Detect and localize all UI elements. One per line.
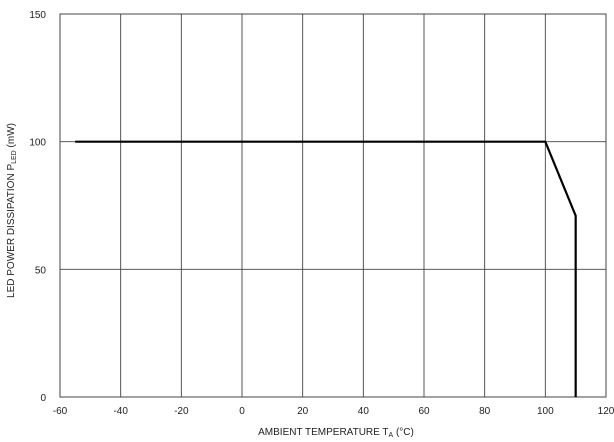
x-tick-label: -20 [174, 406, 189, 417]
x-tick-label: 100 [537, 406, 554, 417]
x-tick-label: -60 [53, 406, 68, 417]
x-tick-label: 0 [239, 406, 245, 417]
y-axis-label: LED POWER DISSIPATION PLED (mW) [6, 123, 18, 298]
y-tick-label: 0 [40, 393, 46, 404]
x-axis-label: AMBIENT TEMPERATURE TA (°C) [258, 427, 414, 439]
y-tick-label: 150 [29, 10, 46, 21]
x-tick-label: 80 [479, 406, 491, 417]
tick-labels: -60 -40 -20 0 20 40 60 80 100 120 0 50 100 150 [29, 10, 614, 417]
y-axis-label-sub: LED [11, 150, 18, 164]
x-axis-label-main: AMBIENT TEMPERATURE T [258, 427, 388, 438]
y-tick-label: 50 [35, 265, 47, 276]
x-tick-label: 120 [598, 406, 614, 417]
y-tick-label: 100 [29, 138, 46, 149]
plot-frame [59, 13, 607, 398]
series-line [75, 140, 577, 397]
x-tick-label: 60 [418, 406, 430, 417]
y-axis-label-main: LED POWER DISSIPATION P [6, 164, 17, 298]
x-tick-label: 20 [297, 406, 309, 417]
x-tick-label: -40 [113, 406, 128, 417]
x-axis-label-unit: (°C) [393, 427, 414, 438]
series-layer [75, 140, 577, 397]
x-axis-label-sub: A [389, 432, 394, 439]
x-tick-label: 40 [358, 406, 370, 417]
y-axis-label-unit: (mW) [6, 123, 17, 150]
grid-layer [60, 14, 606, 397]
